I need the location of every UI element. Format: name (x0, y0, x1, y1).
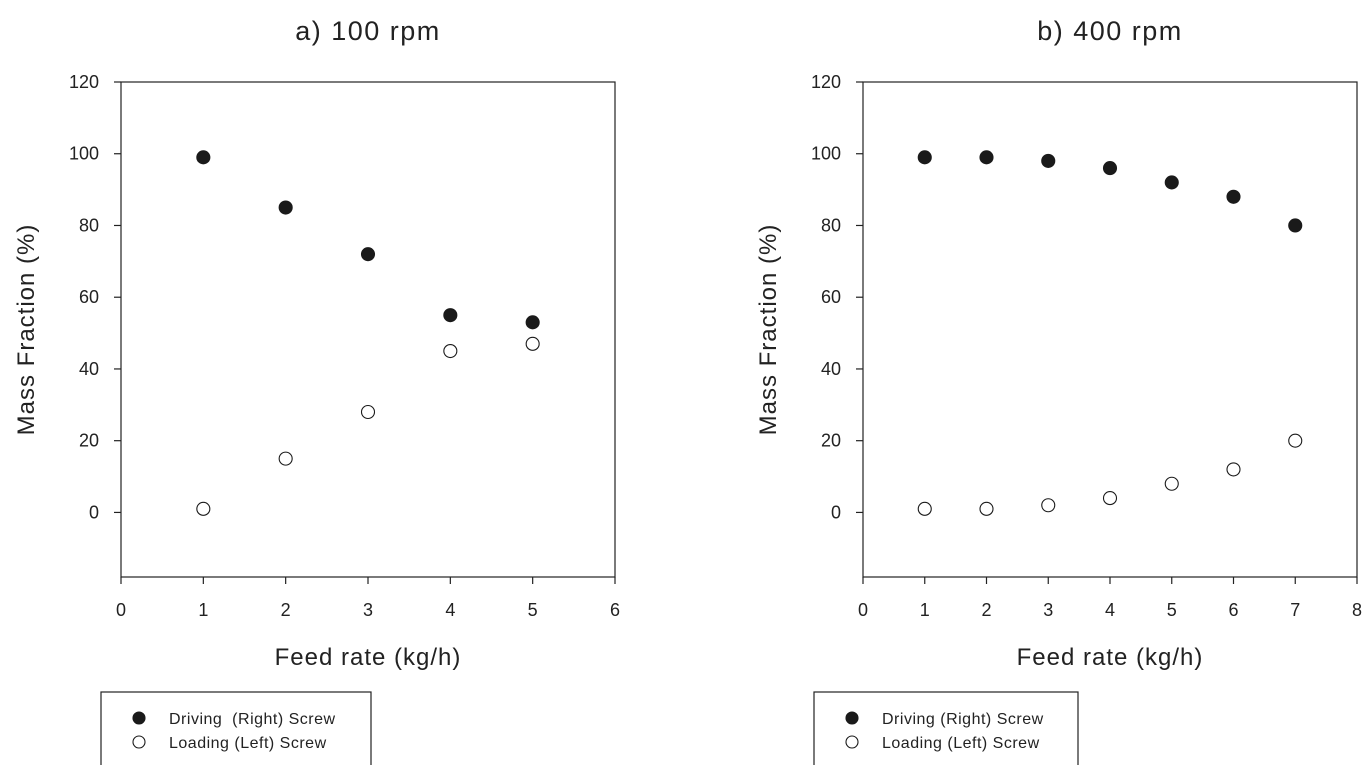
data-point-loading (1288, 433, 1303, 448)
x-tick-label: 7 (1290, 600, 1300, 620)
y-tick-label: 60 (79, 287, 99, 307)
data-point-loading (525, 336, 540, 351)
y-tick-label: 80 (821, 215, 841, 235)
legend-label: Driving (Right) Screw (882, 711, 1044, 728)
data-point-driving (443, 308, 458, 323)
chart-title: a) 100 rpm (295, 16, 441, 46)
data-point-driving (1288, 218, 1303, 233)
data-point-loading (1226, 462, 1241, 477)
data-point-driving (1041, 153, 1056, 168)
data-point-driving (1226, 189, 1241, 204)
x-tick-label: 6 (610, 600, 620, 620)
y-tick-label: 120 (69, 72, 99, 92)
x-tick-label: 1 (920, 600, 930, 620)
y-axis-label: Mass Fraction (%) (13, 224, 40, 436)
data-point-driving (917, 150, 932, 165)
legend-label: Loading (Left) Screw (882, 735, 1040, 752)
x-axis-label: Feed rate (kg/h) (1017, 644, 1204, 671)
data-point-loading (1041, 498, 1056, 513)
x-tick-label: 2 (281, 600, 291, 620)
x-tick-label: 0 (116, 600, 126, 620)
legend-box (813, 691, 1079, 765)
y-tick-label: 20 (79, 431, 99, 451)
data-point-loading (1102, 491, 1118, 506)
legend-box (100, 691, 372, 765)
x-axis-label: Feed rate (kg/h) (275, 644, 462, 671)
legend: Driving (Right) Screw Loading (Left) Scre… (100, 691, 372, 765)
data-point-driving (278, 200, 293, 215)
legend-label: Driving (Right) Screw (169, 711, 336, 728)
x-tick-label: 3 (363, 600, 373, 620)
data-point-loading (196, 501, 211, 516)
y-tick-label: 100 (69, 144, 99, 164)
y-tick-label: 100 (811, 144, 841, 164)
y-axis-label: Mass Fraction (%) (755, 224, 782, 436)
x-tick-label: 3 (1043, 600, 1053, 620)
x-tick-label: 4 (1105, 600, 1115, 620)
y-tick-label: 20 (821, 431, 841, 451)
chart-title: b) 400 rpm (1037, 16, 1183, 46)
y-tick-label: 60 (821, 287, 841, 307)
x-tick-label: 1 (198, 600, 208, 620)
y-tick-label: 80 (79, 215, 99, 235)
data-point-driving (1164, 175, 1179, 190)
x-tick-label: 2 (981, 600, 991, 620)
chart-panel-1: a) 100 rpm 0 20 40 60 80 100 120 0 1 2 3 4 5 6 Feed rat… (13, 16, 620, 765)
y-tick-label: 0 (831, 502, 841, 522)
chart-panel-2: b) 400 rpm 0 20 40 60 80 100 120 0 1 2 3 4 5 6 7 8 Feed r… (755, 16, 1362, 765)
legend-marker-filled-circle (132, 711, 146, 725)
plot-frame (120, 81, 616, 578)
legend: Driving (Right) Screw Loading (Left) Scre… (813, 691, 1079, 765)
data-point-driving (979, 150, 994, 165)
x-tick-label: 5 (528, 600, 538, 620)
legend-marker-open-circle (845, 735, 859, 749)
legend-marker-filled-circle (845, 711, 859, 725)
data-point-loading (278, 451, 293, 466)
x-tick-label: 8 (1352, 600, 1362, 620)
data-point-loading (360, 404, 376, 420)
data-point-loading (917, 501, 932, 516)
y-tick-label: 40 (79, 359, 99, 379)
data-point-driving (525, 315, 540, 330)
data-point-loading (979, 501, 994, 516)
data-point-driving (196, 150, 211, 165)
x-tick-label: 4 (445, 600, 455, 620)
x-tick-label: 5 (1167, 600, 1177, 620)
data-point-loading (1164, 476, 1179, 491)
data-point-driving (1102, 161, 1118, 176)
data-point-loading (443, 343, 458, 359)
legend-marker-open-circle (132, 735, 146, 749)
legend-label: Loading (Left) Screw (169, 735, 327, 752)
data-point-driving (360, 247, 376, 262)
y-tick-label: 40 (821, 359, 841, 379)
x-tick-label: 0 (858, 600, 868, 620)
y-tick-label: 0 (89, 502, 99, 522)
y-tick-label: 120 (811, 72, 841, 92)
x-tick-label: 6 (1228, 600, 1238, 620)
